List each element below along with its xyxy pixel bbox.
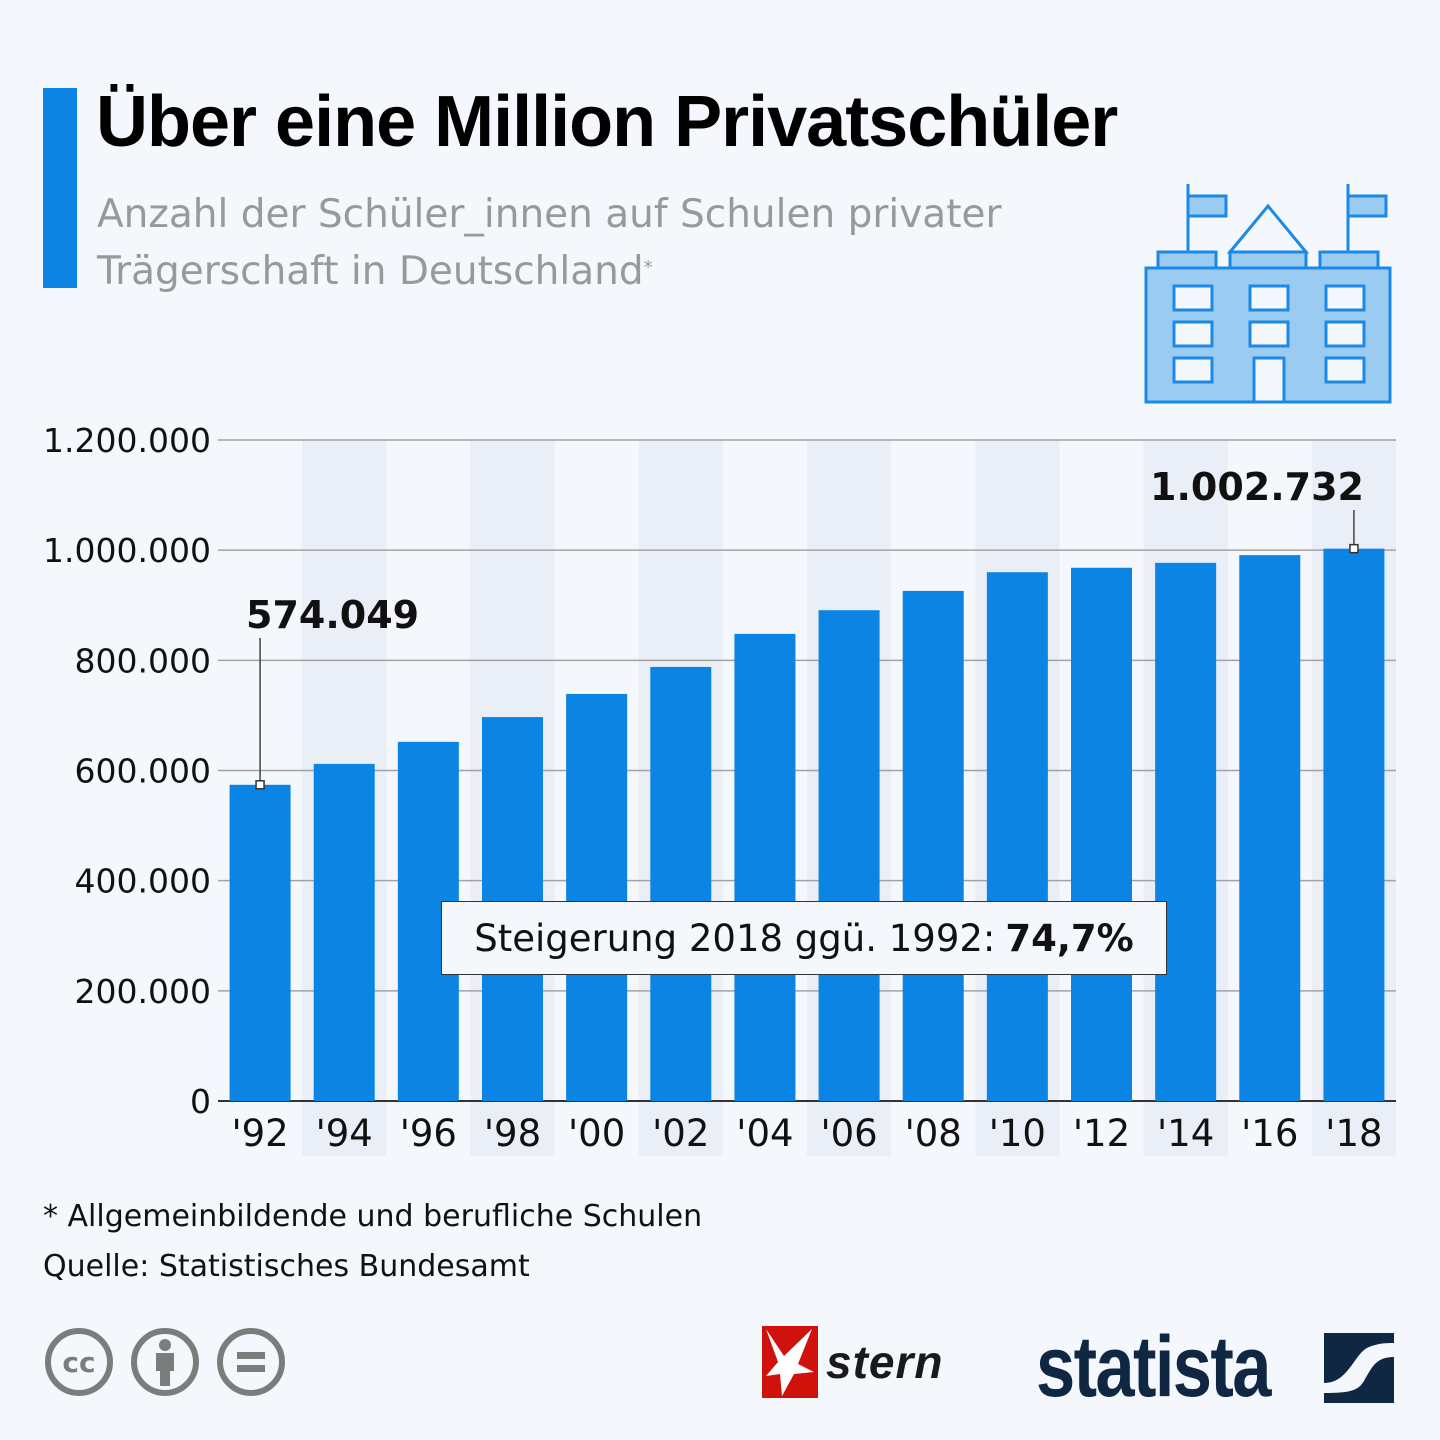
subtitle-footnote-marker: * [643,257,653,278]
bar-02 [650,666,712,1101]
annotation-marker [255,780,265,790]
bar-14 [1155,562,1217,1101]
chart-subtitle: Anzahl der Schüler_innen auf Schulen pri… [97,186,1117,300]
bar-04 [734,633,796,1101]
bar-06 [818,610,880,1101]
x-tick-label: '94 [316,1112,373,1155]
data-label-92: 574.049 [246,593,419,637]
source-text: Quelle: Statistisches Bundesamt [43,1249,530,1284]
stern-star-icon [762,1326,818,1398]
x-tick-label: '04 [736,1112,793,1155]
license-icons: cc [43,1326,287,1398]
no-derivatives-icon[interactable] [215,1326,287,1398]
statista-wordmark: statista [1036,1319,1271,1415]
x-tick-label: '12 [1073,1112,1130,1155]
x-tick-label: '14 [1157,1112,1214,1155]
x-tick-label: '06 [820,1112,877,1155]
y-axis-labels: 0 200.000 400.000 600.000 800.000 1.000.000 1.… [43,421,211,1121]
bars [229,548,1385,1101]
increase-note-box: Steigerung 2018 ggü. 1992: 74,7% [441,901,1167,975]
y-tick-label: 200.000 [75,972,211,1011]
x-tick-label: '92 [231,1112,288,1155]
subtitle-text: Anzahl der Schüler_innen auf Schulen pri… [97,192,1002,294]
y-tick-label: 1.200.000 [43,421,211,460]
x-tick-label: '16 [1241,1112,1298,1155]
x-tick-label: '96 [400,1112,457,1155]
bar-92 [229,784,291,1101]
footnote-text: * Allgemeinbildende und berufliche Schul… [43,1199,703,1234]
x-tick-label: '18 [1325,1112,1382,1155]
annotation-marker [1349,543,1359,554]
x-tick-label: '02 [652,1112,709,1155]
annotations: 574.049 1.002.732 [246,465,1364,790]
bar-00 [566,693,628,1101]
attribution-icon[interactable] [129,1326,201,1398]
y-tick-label: 1.000.000 [43,531,211,570]
data-label-18: 1.002.732 [1150,465,1364,509]
title-accent-bar [43,88,77,288]
increase-note-text: Steigerung 2018 ggü. 1992: [474,916,996,960]
x-tick-label: '08 [905,1112,962,1155]
bar-94 [313,763,375,1101]
bar-10 [986,572,1048,1101]
bar-18 [1323,548,1385,1101]
x-tick-label: '10 [989,1112,1046,1155]
statista-logo[interactable]: statista [1036,1318,1394,1417]
y-tick-label: 800.000 [75,641,211,680]
x-tick-label: '98 [484,1112,541,1155]
creative-commons-icon[interactable]: cc [43,1326,115,1398]
bar-12 [1071,567,1132,1101]
y-tick-label: 600.000 [75,752,211,791]
stern-wordmark: stern [826,1336,944,1388]
svg-text:cc: cc [62,1346,95,1379]
footer-notes: * Allgemeinbildende und berufliche Schul… [43,1192,702,1292]
x-tick-label: '00 [568,1112,625,1155]
school-building-icon [1144,184,1392,404]
bar-16 [1239,555,1301,1101]
bar-08 [902,590,964,1101]
statista-mark-icon [1324,1332,1394,1403]
x-axis-labels: '92 '94 '96 '98 '00 '02 '04 '06 '08 '10 '12 '14 '16 '… [231,1112,1382,1155]
chart-title: Über eine Million Privatschüler [96,82,1118,162]
stern-logo[interactable]: stern [762,1326,943,1398]
y-tick-label: 400.000 [75,862,211,901]
y-tick-label: 0 [190,1082,211,1121]
increase-note-value: 74,7% [1005,916,1134,960]
